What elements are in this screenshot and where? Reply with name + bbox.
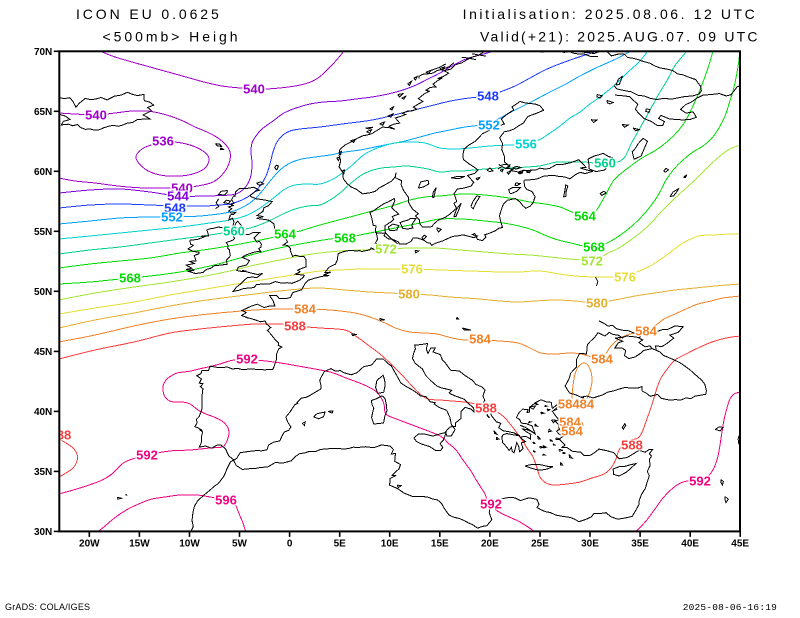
svg-text:5E: 5E	[334, 538, 347, 549]
svg-text:584: 584	[294, 302, 316, 317]
svg-text:572: 572	[581, 254, 603, 269]
svg-text:548: 548	[477, 89, 499, 104]
svg-text:584: 584	[591, 352, 613, 367]
svg-text:Valid(+21): 2025.AUG.07. 09 UT: Valid(+21): 2025.AUG.07. 09 UTC	[480, 29, 760, 45]
svg-text:45N: 45N	[34, 347, 52, 358]
svg-text:0: 0	[287, 538, 293, 549]
svg-text:564: 564	[574, 209, 596, 224]
svg-text:560: 560	[594, 156, 616, 171]
svg-text:584: 584	[561, 424, 583, 439]
svg-text:588: 588	[621, 438, 643, 453]
svg-text:30E: 30E	[581, 538, 599, 549]
svg-text:25E: 25E	[531, 538, 549, 549]
svg-text:592: 592	[689, 474, 711, 489]
svg-text:35N: 35N	[34, 467, 52, 478]
svg-text:35E: 35E	[631, 538, 649, 549]
svg-text:544: 544	[167, 189, 189, 204]
svg-text:88: 88	[57, 428, 71, 443]
svg-text:556: 556	[515, 137, 537, 152]
svg-text:20W: 20W	[79, 538, 100, 549]
svg-text:580: 580	[586, 296, 608, 311]
svg-text:584: 584	[635, 324, 657, 339]
svg-text:<500mb> Heigh: <500mb> Heigh	[103, 29, 241, 45]
svg-text:584: 584	[469, 332, 491, 347]
svg-text:20E: 20E	[481, 538, 499, 549]
svg-text:10W: 10W	[179, 538, 200, 549]
svg-text:552: 552	[161, 210, 183, 225]
svg-text:45E: 45E	[731, 538, 749, 549]
svg-text:592: 592	[136, 448, 158, 463]
svg-text:596: 596	[215, 493, 237, 508]
svg-text:30N: 30N	[34, 527, 52, 538]
svg-text:576: 576	[614, 270, 636, 285]
svg-text:588: 588	[475, 401, 497, 416]
svg-text:540: 540	[243, 82, 265, 97]
svg-text:Initialisation: 2025.08.06. 12: Initialisation: 2025.08.06. 12 UTC	[463, 6, 758, 22]
svg-text:552: 552	[478, 118, 500, 133]
svg-text:65N: 65N	[34, 107, 52, 118]
svg-text:580: 580	[398, 287, 420, 302]
svg-text:592: 592	[480, 497, 502, 512]
svg-text:60N: 60N	[34, 167, 52, 178]
svg-text:5W: 5W	[232, 538, 248, 549]
svg-text:50N: 50N	[34, 287, 52, 298]
svg-text:576: 576	[401, 262, 423, 277]
svg-text:ICON EU 0.0625: ICON EU 0.0625	[76, 6, 222, 22]
svg-text:540: 540	[85, 108, 107, 123]
svg-text:15W: 15W	[129, 538, 150, 549]
svg-text:2025-08-06-16:19: 2025-08-06-16:19	[683, 602, 777, 613]
svg-text:10E: 10E	[381, 538, 399, 549]
svg-text:40E: 40E	[681, 538, 699, 549]
svg-text:568: 568	[119, 271, 141, 286]
svg-text:588: 588	[284, 319, 306, 334]
svg-text:GrADS: COLA/IGES: GrADS: COLA/IGES	[5, 602, 90, 612]
svg-text:568: 568	[334, 231, 356, 246]
svg-text:592: 592	[236, 352, 258, 367]
svg-text:70N: 70N	[34, 47, 52, 58]
svg-text:15E: 15E	[431, 538, 449, 549]
svg-text:55N: 55N	[34, 227, 52, 238]
svg-text:536: 536	[152, 134, 174, 149]
svg-text:40N: 40N	[34, 407, 52, 418]
svg-text:560: 560	[223, 224, 245, 239]
svg-text:568: 568	[583, 240, 605, 255]
svg-text:58484: 58484	[558, 397, 595, 412]
svg-text:564: 564	[274, 227, 296, 242]
svg-text:572: 572	[375, 242, 397, 257]
